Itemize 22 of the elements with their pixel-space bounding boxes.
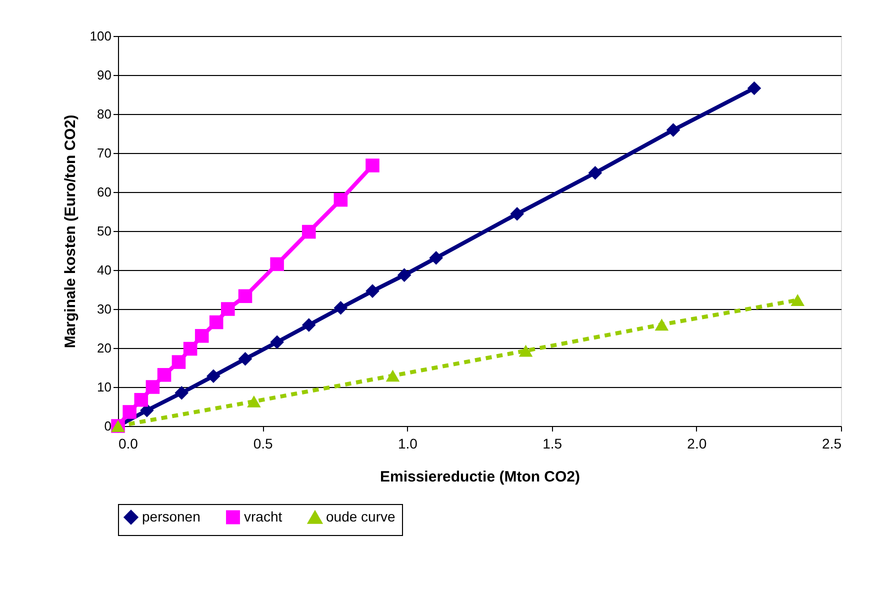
y-tick-label: 70 xyxy=(97,146,112,160)
x-tick-label: 2.5 xyxy=(822,436,842,452)
y-tick-label: 0 xyxy=(104,418,112,434)
y-tick-label: 20 xyxy=(97,340,112,356)
x-tick-label: 1.5 xyxy=(542,436,562,452)
y-axis-title: Marginale kosten (Euro/ton CO2) xyxy=(62,114,79,348)
x-tick-label: 2.0 xyxy=(687,436,707,452)
x-tick-label: 0.5 xyxy=(253,436,274,452)
y-tick-label: 90 xyxy=(97,68,112,82)
y-tick-label: 80 xyxy=(97,106,112,122)
y-tick-label: 30 xyxy=(97,302,112,316)
y-tick-label: 10 xyxy=(97,380,112,394)
legend-label: vracht xyxy=(244,508,282,524)
y-tick-label: 40 xyxy=(97,262,112,278)
x-axis-title: Emissiereductie (Mton CO2) xyxy=(380,468,580,486)
legend-label: oude curve xyxy=(326,508,396,525)
x-tick-label: 1.0 xyxy=(398,436,418,452)
x-tick-label: 0.0 xyxy=(118,436,138,452)
y-tick-label: 60 xyxy=(97,184,112,200)
y-tick-label: 50 xyxy=(97,224,112,238)
legend-label: personen xyxy=(142,508,200,524)
y-tick-label: 100 xyxy=(90,28,112,44)
